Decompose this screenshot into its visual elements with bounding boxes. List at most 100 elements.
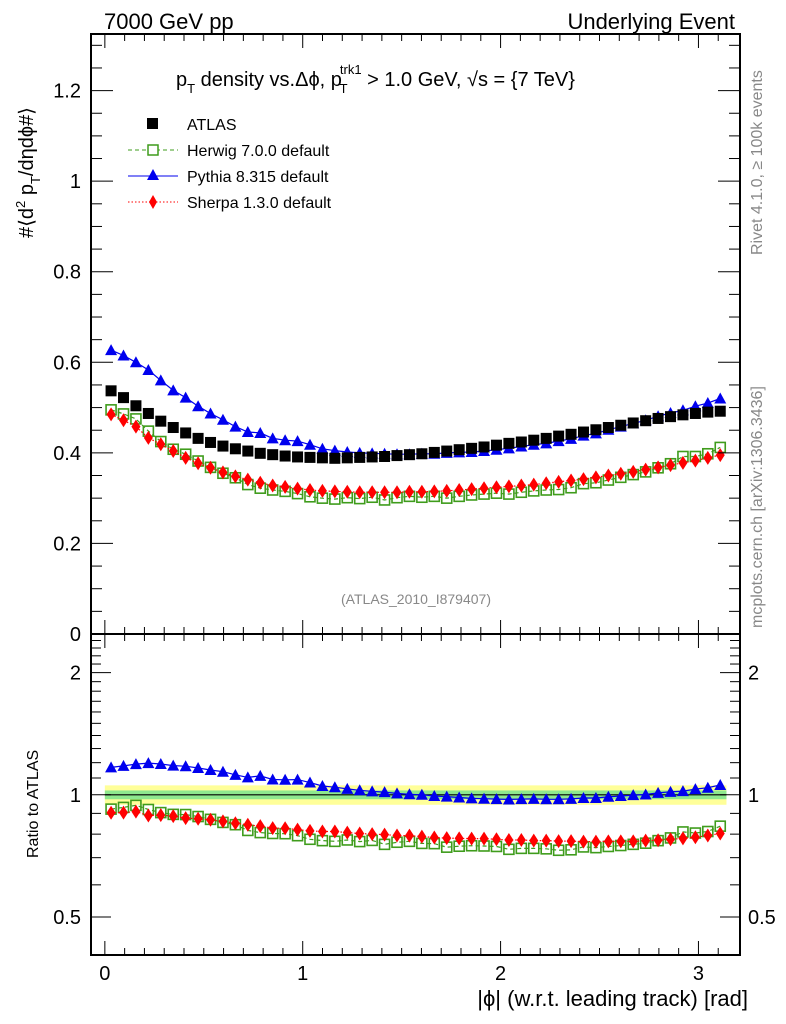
main-point-pythia [216,413,229,425]
ratio-point-pythia [403,788,416,800]
main-point-sherpa [317,483,327,498]
main-point-atlas [341,452,353,464]
main-point-atlas [316,452,328,464]
main-point-pythia [303,438,316,450]
main-point-atlas [515,436,527,448]
main-point-pythia [204,407,217,419]
main-point-sherpa [118,413,128,428]
ratio-point-sherpa [666,832,676,847]
ratio-point-sherpa [392,828,402,843]
main-point-sherpa [404,484,414,499]
main-point-atlas [590,424,602,436]
ratio-y-tick-label-right: 0.5 [748,907,776,929]
ratio-line-herwig [111,804,721,851]
ratio-point-sherpa [317,824,327,839]
x-tick-label: 3 [693,963,704,985]
ratio-point-sherpa [715,826,725,841]
main-point-sherpa [491,480,501,495]
main-point-sherpa [380,485,390,500]
legend: ATLAS Herwig 7.0.0 default Pythia 8.315 … [128,117,332,212]
main-point-sherpa [255,475,265,490]
ratio-point-sherpa [143,808,153,823]
main-point-pythia [291,435,304,447]
main-point-sherpa [156,437,166,452]
legend-entry-atlas: ATLAS [147,117,237,134]
ratio-point-pythia [179,760,192,772]
ratio-point-sherpa [491,832,501,847]
ratio-point-pythia [129,758,142,770]
y-tick-label: 0.2 [53,533,81,555]
ratio-point-pythia [689,783,702,795]
main-point-sherpa [131,419,141,434]
ratio-point-sherpa [703,828,713,843]
ratio-point-pythia [254,769,267,781]
main-point-pythia [142,364,155,375]
main-point-sherpa [330,484,340,499]
main-point-atlas [652,412,664,424]
main-point-sherpa [690,453,700,468]
ratio-series-herwig [105,799,727,857]
rivet-label: Rivet 4.1.0, ≥ 100k events [749,70,766,255]
legend-entry-pythia: Pythia 8.315 default [128,169,329,186]
ratio-point-pythia [502,793,515,805]
ratio-point-pythia [565,792,578,804]
legend-entry-sherpa: Sherpa 1.3.0 default [128,195,332,212]
main-point-sherpa [417,484,427,499]
ratio-series-pythia [105,757,727,805]
main-point-sherpa [578,472,588,487]
main-point-sherpa [342,484,352,499]
main-point-sherpa [429,484,439,499]
ratio-y-tick-label: 1 [70,785,81,807]
ratio-point-sherpa [218,814,228,829]
ratio-point-sherpa [479,831,489,846]
ratio-point-pythia [229,768,242,780]
main-point-sherpa [591,470,601,485]
main-point-atlas [254,447,266,459]
legend-marker-atlas [147,118,158,129]
ratio-point-sherpa [268,821,278,836]
main-point-atlas [702,406,714,418]
main-point-sherpa [293,481,303,496]
ratio-point-pythia [614,790,627,802]
ratio-y-tick-label-right: 2 [748,663,759,685]
main-point-atlas [180,427,192,439]
ratio-point-pythia [142,757,155,769]
ratio-point-pythia [627,789,640,801]
main-point-sherpa [392,485,402,500]
main-point-pythia [701,397,714,409]
main-point-atlas [428,446,440,458]
ratio-point-sherpa [578,834,588,849]
main-point-atlas [155,415,167,427]
main-point-pythia [167,384,180,396]
ratio-point-sherpa [566,834,576,849]
main-point-atlas [130,400,142,412]
main-point-atlas [577,426,589,438]
main-point-atlas [304,451,316,463]
main-point-atlas [229,443,241,455]
main-point-sherpa [143,430,153,445]
ratio-point-sherpa [504,832,514,847]
y-tick-label: 0.8 [53,262,81,284]
ratio-point-sherpa [678,831,688,846]
ratio-point-sherpa [404,828,414,843]
legend-marker-herwig [147,144,159,156]
ratio-point-pythia [478,792,491,804]
main-point-atlas [192,432,204,444]
main-y-label: #⟨d2 pT/dηdϕ#⟩ [13,107,43,238]
ratio-point-pythia [453,791,466,803]
main-line-herwig [110,409,721,501]
ratio-point-sherpa [367,827,377,842]
main-point-atlas [142,407,154,419]
y-tick-label: 0.6 [53,352,81,374]
main-point-sherpa [442,483,452,498]
main-point-sherpa [206,460,216,475]
ratio-point-pythia [291,773,304,785]
main-point-pythia [117,349,130,361]
ratio-point-pythia [440,790,453,802]
analysis-watermark: (ATLAS_2010_I879407) [341,591,491,607]
ratio-point-sherpa [454,831,464,846]
main-point-atlas [117,392,129,404]
main-point-sherpa [367,485,377,500]
main-point-atlas [453,444,465,456]
ratio-series-sherpa [106,804,725,849]
